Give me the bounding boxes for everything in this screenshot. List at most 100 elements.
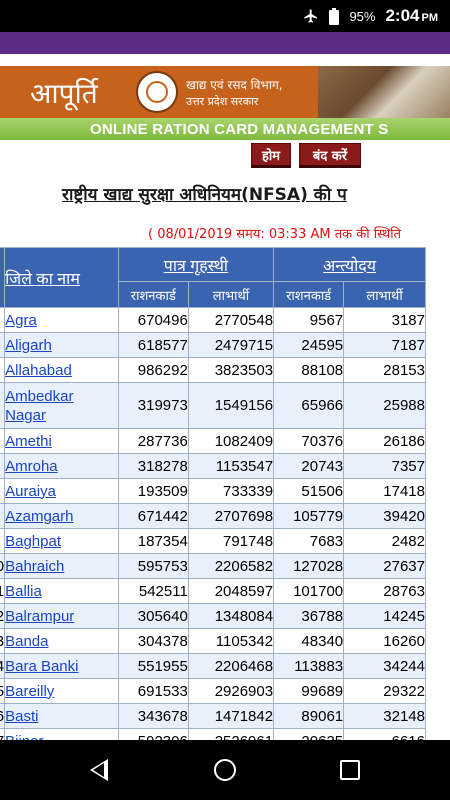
table-row: 7Bijnor 5923062526961206256616 — [0, 728, 426, 741]
district-header[interactable]: जिले का नाम — [4, 247, 119, 308]
table-row: Azamgarh 671442 2707698 105779 39420 — [0, 503, 426, 529]
web-content[interactable]: आपूर्ति खाद्य एवं रसद विभाग, उत्तर प्रदे… — [0, 54, 450, 740]
eligible-beneficiaries: 1082409 — [187, 428, 275, 454]
antyodaya-rationcards: 36788 — [273, 603, 345, 629]
system-name: ONLINE RATION CARD MANAGEMENT S — [90, 121, 389, 138]
back-icon[interactable] — [90, 759, 108, 781]
antyodaya-rationcards: 70376 — [273, 428, 345, 454]
eligible-beneficiaries: 2479715 — [187, 332, 275, 358]
sub-header-beneficiary: लाभार्थी — [343, 281, 426, 308]
district-link[interactable]: Balrampur — [5, 607, 75, 625]
district-cell: Ambedkar Nagar — [4, 382, 119, 429]
antyodaya-rationcards: 89061 — [273, 703, 345, 729]
table-row: Amroha 318278 1153547 20743 7357 — [0, 453, 426, 479]
up-govt-emblem-icon — [136, 71, 178, 113]
district-link[interactable]: Bijnor — [5, 733, 43, 741]
district-link[interactable]: Banda — [5, 632, 49, 650]
table-row: Auraiya 193509 733339 51506 17418 — [0, 478, 426, 504]
table-row: Agra 670496 2770548 9567 3187 — [0, 307, 426, 333]
district-link[interactable]: Azamgarh — [5, 507, 74, 525]
dept-line-2: उत्तर प्रदेश सरकार — [186, 95, 259, 108]
antyodaya-rationcards: 20625 — [273, 728, 345, 740]
district-cell: Bara Banki — [4, 653, 119, 679]
district-link[interactable]: Ambedkar Nagar — [5, 387, 74, 424]
antyodaya-beneficiaries: 6616 — [343, 728, 426, 740]
district-header-label[interactable]: जिले का नाम — [5, 270, 80, 288]
district-link[interactable]: Bahraich — [5, 557, 65, 575]
table-row: 6Basti34367814718428906132148 — [0, 703, 426, 729]
group-antyodaya-label[interactable]: अन्त्योदय — [323, 257, 377, 275]
dept-line-1: खाद्य एवं रसद विभाग, — [186, 78, 283, 92]
antyodaya-beneficiaries: 7357 — [343, 453, 426, 479]
antyodaya-rationcards: 88108 — [273, 357, 345, 383]
district-link[interactable]: Baghpat — [5, 532, 61, 550]
page-title: राष्ट्रीय खाद्य सुरक्षा अधिनियम(NFSA) की… — [62, 185, 347, 205]
antyodaya-beneficiaries: 2482 — [343, 528, 426, 554]
clock-time: 2:04 — [385, 6, 420, 25]
district-link[interactable]: Ballia — [5, 582, 42, 600]
app-top-bar — [0, 32, 450, 54]
table-row: Allahabad 986292 3823503 88108 28153 — [0, 357, 426, 383]
group-antyodaya-header[interactable]: अन्त्योदय — [273, 247, 426, 282]
eligible-rationcards: 595753 — [117, 553, 189, 579]
table-row: Baghpat 187354 791748 7683 2482 — [0, 528, 426, 554]
district-link[interactable]: Aligarh — [5, 336, 52, 354]
district-cell: Bareilly — [4, 678, 119, 704]
eligible-rationcards: 304378 — [117, 628, 189, 654]
eligible-rationcards: 343678 — [117, 703, 189, 729]
eligible-rationcards: 618577 — [117, 332, 189, 358]
antyodaya-rationcards: 24595 — [273, 332, 345, 358]
home-circle-icon[interactable] — [214, 759, 236, 781]
antyodaya-rationcards: 105779 — [273, 503, 345, 529]
antyodaya-rationcards: 51506 — [273, 478, 345, 504]
district-link[interactable]: Auraiya — [5, 482, 56, 500]
group-eligible-label[interactable]: पात्र गृहस्थी — [163, 257, 229, 275]
clock: 2:04 PM — [385, 6, 438, 26]
antyodaya-beneficiaries: 32148 — [343, 703, 426, 729]
antyodaya-rationcards: 7683 — [273, 528, 345, 554]
antyodaya-beneficiaries: 28763 — [343, 578, 426, 604]
eligible-rationcards: 187354 — [117, 528, 189, 554]
district-link[interactable]: Agra — [5, 311, 37, 329]
table-row: Aligarh 618577 2479715 24595 7187 — [0, 332, 426, 358]
banner-photo — [318, 66, 450, 118]
antyodaya-beneficiaries: 16260 — [343, 628, 426, 654]
district-link[interactable]: Allahabad — [5, 361, 72, 379]
close-button[interactable]: बंद करें — [299, 143, 361, 168]
home-button[interactable]: होम — [251, 143, 291, 168]
antyodaya-beneficiaries: 25988 — [343, 382, 426, 429]
district-cell: Allahabad — [4, 357, 119, 383]
table-row: 3Banda30437811053424834016260 — [0, 628, 426, 654]
eligible-rationcards: 318278 — [117, 453, 189, 479]
banner-title: आपूर्ति — [30, 77, 98, 110]
antyodaya-beneficiaries: 39420 — [343, 503, 426, 529]
eligible-rationcards: 592306 — [117, 728, 189, 740]
airplane-icon — [304, 9, 318, 23]
eligible-beneficiaries: 2526961 — [187, 728, 275, 740]
antyodaya-beneficiaries: 14245 — [343, 603, 426, 629]
eligible-rationcards: 193509 — [117, 478, 189, 504]
district-cell: Baghpat — [4, 528, 119, 554]
district-link[interactable]: Bareilly — [5, 682, 55, 700]
antyodaya-beneficiaries: 3187 — [343, 307, 426, 333]
eligible-rationcards: 986292 — [117, 357, 189, 383]
district-cell: Balrampur — [4, 603, 119, 629]
site-banner: आपूर्ति खाद्य एवं रसद विभाग, उत्तर प्रदे… — [0, 66, 450, 118]
district-cell: Bahraich — [4, 553, 119, 579]
antyodaya-beneficiaries: 34244 — [343, 653, 426, 679]
eligible-beneficiaries: 1549156 — [187, 382, 275, 429]
district-link[interactable]: Amethi — [5, 432, 52, 450]
district-link[interactable]: Basti — [5, 707, 39, 725]
eligible-rationcards: 305640 — [117, 603, 189, 629]
district-cell: Amethi — [4, 428, 119, 454]
eligible-beneficiaries: 2206468 — [187, 653, 275, 679]
recent-apps-icon[interactable] — [340, 760, 360, 780]
eligible-beneficiaries: 2048597 — [187, 578, 275, 604]
eligible-beneficiaries: 1471842 — [187, 703, 275, 729]
district-link[interactable]: Bara Banki — [5, 657, 79, 675]
eligible-beneficiaries: 1153547 — [187, 453, 275, 479]
eligible-beneficiaries: 733339 — [187, 478, 275, 504]
group-eligible-header[interactable]: पात्र गृहस्थी — [117, 247, 275, 282]
district-link[interactable]: Amroha — [5, 457, 58, 475]
district-cell: Bijnor — [4, 728, 119, 741]
